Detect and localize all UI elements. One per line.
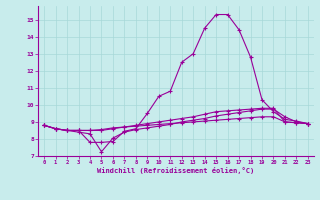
X-axis label: Windchill (Refroidissement éolien,°C): Windchill (Refroidissement éolien,°C) [97, 167, 255, 174]
